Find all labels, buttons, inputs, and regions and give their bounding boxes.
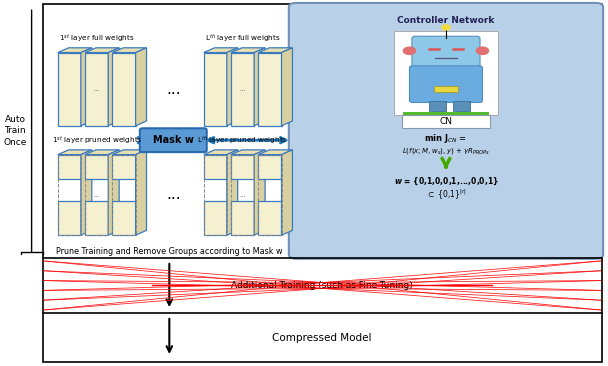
Polygon shape xyxy=(136,48,147,126)
Polygon shape xyxy=(58,53,81,126)
Polygon shape xyxy=(282,48,292,126)
Polygon shape xyxy=(112,154,136,179)
Text: $\subset$ {0,1}$^{|r|}$: $\subset$ {0,1}$^{|r|}$ xyxy=(426,188,466,202)
FancyBboxPatch shape xyxy=(43,4,602,362)
Polygon shape xyxy=(204,48,238,53)
Polygon shape xyxy=(112,48,147,53)
Polygon shape xyxy=(58,48,92,53)
Polygon shape xyxy=(85,154,108,179)
Polygon shape xyxy=(258,53,282,126)
FancyBboxPatch shape xyxy=(453,101,471,111)
Text: ...: ... xyxy=(239,192,246,198)
FancyBboxPatch shape xyxy=(404,112,489,115)
Text: $\boldsymbol{w}$ = {0,1,0,0,1,...,0,0,1}: $\boldsymbol{w}$ = {0,1,0,0,1,...,0,0,1} xyxy=(393,176,499,187)
Polygon shape xyxy=(258,201,282,235)
Polygon shape xyxy=(85,150,119,154)
Polygon shape xyxy=(108,48,119,126)
Polygon shape xyxy=(231,48,265,53)
FancyBboxPatch shape xyxy=(429,101,446,111)
Text: 1$^{st}$ layer full weights: 1$^{st}$ layer full weights xyxy=(59,32,134,44)
Polygon shape xyxy=(231,150,265,154)
Text: Mask w: Mask w xyxy=(153,135,194,145)
Polygon shape xyxy=(227,150,238,235)
Polygon shape xyxy=(227,48,238,126)
Polygon shape xyxy=(85,53,108,126)
Polygon shape xyxy=(258,154,282,179)
Polygon shape xyxy=(204,53,227,126)
Polygon shape xyxy=(231,154,254,179)
Polygon shape xyxy=(254,150,265,235)
FancyBboxPatch shape xyxy=(289,3,603,259)
FancyBboxPatch shape xyxy=(412,36,480,68)
Polygon shape xyxy=(58,201,81,235)
Text: CN: CN xyxy=(440,117,452,126)
Text: Auto
Train
Once: Auto Train Once xyxy=(4,115,27,147)
Polygon shape xyxy=(85,201,108,235)
Polygon shape xyxy=(258,150,292,154)
Text: ...: ... xyxy=(239,86,246,92)
Text: $L(f(x; M, w_s), y)$ + $\gamma R_{PROPs}$: $L(f(x; M, w_s), y)$ + $\gamma R_{PROPs}… xyxy=(402,146,490,156)
Text: L$^{th}$ layer pruned weights: L$^{th}$ layer pruned weights xyxy=(198,134,288,146)
Polygon shape xyxy=(81,48,92,126)
Polygon shape xyxy=(58,154,81,179)
Text: ...: ... xyxy=(93,86,100,92)
Polygon shape xyxy=(58,150,92,154)
Polygon shape xyxy=(81,150,92,235)
FancyBboxPatch shape xyxy=(410,66,482,102)
FancyBboxPatch shape xyxy=(395,31,498,115)
Polygon shape xyxy=(204,201,227,235)
Text: $\mathbf{min}$ $\mathbf{J}_{CN}$ =: $\mathbf{min}$ $\mathbf{J}_{CN}$ = xyxy=(424,132,468,146)
Polygon shape xyxy=(231,53,254,126)
Circle shape xyxy=(441,25,450,30)
Circle shape xyxy=(477,47,488,55)
Text: ...: ... xyxy=(166,82,181,97)
Polygon shape xyxy=(85,48,119,53)
Polygon shape xyxy=(231,201,254,235)
Text: ...: ... xyxy=(166,187,181,202)
Polygon shape xyxy=(112,53,136,126)
Polygon shape xyxy=(254,48,265,126)
Polygon shape xyxy=(112,150,147,154)
Text: 1$^{st}$ layer pruned weights: 1$^{st}$ layer pruned weights xyxy=(52,134,142,146)
Circle shape xyxy=(404,47,415,55)
Text: Prune Training and Remove Groups according to Mask w: Prune Training and Remove Groups accordi… xyxy=(56,247,283,256)
Text: Compressed Model: Compressed Model xyxy=(272,333,372,343)
Polygon shape xyxy=(112,201,136,235)
Text: Controller Network: Controller Network xyxy=(397,16,495,26)
Text: L$^{th}$ layer full weights: L$^{th}$ layer full weights xyxy=(205,32,280,44)
Polygon shape xyxy=(136,150,147,235)
FancyBboxPatch shape xyxy=(402,115,489,128)
FancyBboxPatch shape xyxy=(140,128,207,152)
Text: ...: ... xyxy=(93,192,100,198)
Polygon shape xyxy=(204,154,227,179)
Text: Additional Training (such as Fine-Tuning): Additional Training (such as Fine-Tuning… xyxy=(232,281,413,290)
Polygon shape xyxy=(282,150,292,235)
Polygon shape xyxy=(108,150,119,235)
Polygon shape xyxy=(204,150,238,154)
Polygon shape xyxy=(258,48,292,53)
FancyBboxPatch shape xyxy=(434,86,458,93)
